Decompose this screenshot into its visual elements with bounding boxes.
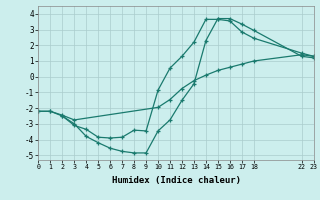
X-axis label: Humidex (Indice chaleur): Humidex (Indice chaleur)	[111, 176, 241, 185]
